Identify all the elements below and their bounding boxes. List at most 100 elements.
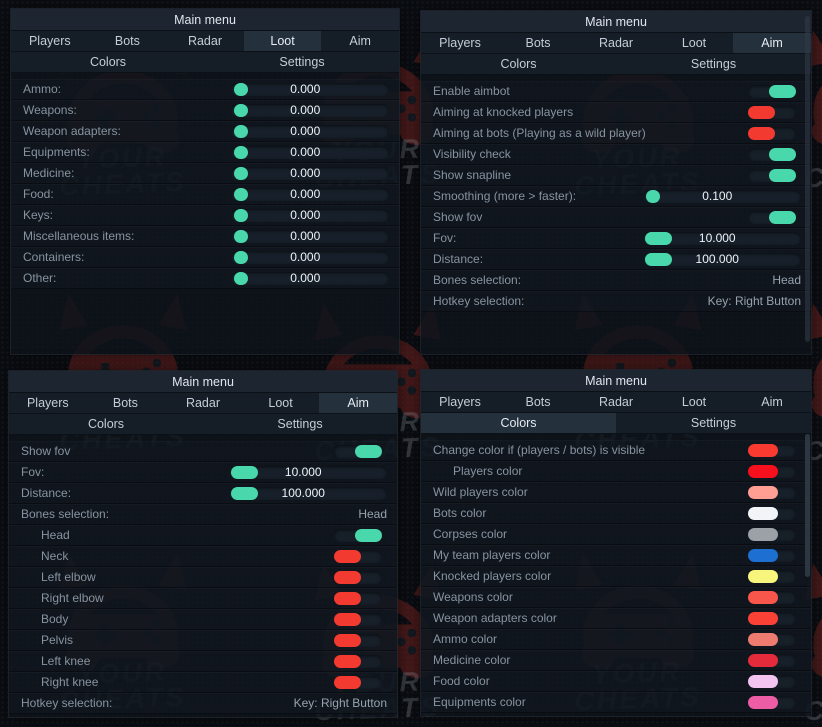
tab-players[interactable]: Players (26, 396, 69, 410)
slider-value: 0.000 (290, 144, 321, 159)
tab-radar[interactable]: Radar (598, 395, 634, 409)
slider[interactable]: 100.000 (229, 486, 387, 500)
color-swatch[interactable] (748, 674, 796, 688)
toggle-knob (769, 84, 796, 98)
slider-handle[interactable] (234, 124, 248, 138)
toggle-switch[interactable] (334, 675, 382, 689)
row-label: Show fov (433, 210, 483, 224)
color-swatch[interactable] (748, 569, 796, 583)
selected-value[interactable]: Key: Right Button (293, 696, 387, 710)
scrollbar[interactable] (805, 372, 810, 714)
color-swatch[interactable] (748, 653, 796, 667)
toggle-switch[interactable] (748, 168, 796, 182)
slider-handle[interactable] (645, 252, 672, 266)
selected-value[interactable]: Head (358, 507, 387, 521)
tab-colors[interactable]: Colors (87, 417, 125, 431)
toggle-switch[interactable] (334, 591, 382, 605)
color-swatch[interactable] (748, 464, 796, 478)
slider[interactable]: 10.000 (643, 231, 801, 245)
slider-handle[interactable] (234, 82, 248, 96)
slider[interactable]: 10.000 (229, 465, 387, 479)
slider-handle[interactable] (645, 231, 672, 245)
tab-radar[interactable]: Radar (185, 396, 220, 410)
tab-radar[interactable]: Radar (187, 34, 222, 48)
color-swatch[interactable] (748, 590, 796, 604)
row-label: Hotkey selection: (433, 294, 525, 308)
tab-settings[interactable]: Settings (277, 417, 323, 431)
toggle-switch[interactable] (334, 549, 382, 563)
tab-loot[interactable]: Loot (243, 31, 322, 51)
tab-settings[interactable]: Settings (690, 57, 737, 71)
slider[interactable]: 0.000 (231, 103, 389, 117)
tab-loot[interactable]: Loot (268, 396, 293, 410)
color-swatch[interactable] (748, 632, 796, 646)
toggle-switch[interactable] (334, 570, 382, 584)
tab-players[interactable]: Players (28, 34, 71, 48)
toggle-switch[interactable] (748, 126, 796, 140)
toggle-switch[interactable] (748, 147, 796, 161)
tab-aim[interactable]: Aim (733, 33, 811, 53)
tab-loot[interactable]: Loot (681, 36, 707, 50)
tab-settings[interactable]: Settings (690, 416, 737, 430)
tab-aim[interactable]: Aim (761, 395, 783, 409)
slider[interactable]: 100.000 (643, 252, 801, 266)
tab-colors[interactable]: Colors (500, 57, 537, 71)
scrollbar[interactable] (805, 13, 810, 352)
color-swatch[interactable] (748, 695, 796, 709)
slider[interactable]: 0.000 (231, 229, 389, 243)
color-swatch[interactable] (748, 506, 796, 520)
toggle-switch[interactable] (334, 612, 382, 626)
tab-bots[interactable]: Bots (114, 34, 140, 48)
color-swatch[interactable] (748, 611, 796, 625)
toggle-switch[interactable] (748, 84, 796, 98)
slider[interactable]: 0.000 (231, 82, 389, 96)
slider-handle[interactable] (231, 465, 258, 479)
tab-bots[interactable]: Bots (525, 36, 551, 50)
toggle-switch[interactable] (334, 444, 382, 458)
color-swatch[interactable] (748, 548, 796, 562)
row-color: Corpses color (421, 524, 811, 545)
toggle-switch[interactable] (334, 654, 382, 668)
slider-handle[interactable] (234, 229, 248, 243)
tab-settings[interactable]: Settings (279, 55, 325, 69)
tab-bots[interactable]: Bots (525, 395, 551, 409)
toggle-switch[interactable] (334, 633, 382, 647)
tab-players[interactable]: Players (439, 36, 481, 50)
scrollbar-thumb[interactable] (805, 433, 810, 578)
tab-bots[interactable]: Bots (112, 396, 138, 410)
selected-value[interactable]: Head (772, 273, 801, 287)
slider-handle[interactable] (234, 208, 248, 222)
tab-players[interactable]: Players (439, 395, 481, 409)
slider[interactable]: 0.000 (231, 187, 389, 201)
slider-handle[interactable] (234, 187, 248, 201)
slider-handle[interactable] (234, 166, 248, 180)
tab-aim[interactable]: Aim (319, 393, 397, 413)
slider-handle[interactable] (231, 486, 258, 500)
slider[interactable]: 0.000 (231, 250, 389, 264)
toggle-switch[interactable] (334, 528, 382, 542)
color-swatch[interactable] (748, 443, 796, 457)
scrollbar-thumb[interactable] (805, 16, 810, 342)
slider-handle[interactable] (234, 145, 248, 159)
slider-handle[interactable] (234, 103, 248, 117)
slider[interactable]: 0.100 (643, 189, 801, 203)
color-swatch[interactable] (748, 527, 796, 541)
slider-handle[interactable] (234, 250, 248, 264)
color-swatch[interactable] (748, 485, 796, 499)
slider[interactable]: 0.000 (231, 166, 389, 180)
slider[interactable]: 0.000 (231, 271, 389, 285)
tab-colors[interactable]: Colors (89, 55, 127, 69)
tab-aim[interactable]: Aim (349, 34, 371, 48)
slider-handle[interactable] (234, 271, 248, 285)
slider[interactable]: 0.000 (231, 208, 389, 222)
color-swatch-fill (748, 506, 778, 520)
tab-radar[interactable]: Radar (598, 36, 634, 50)
slider[interactable]: 0.000 (231, 144, 389, 159)
selected-value[interactable]: Key: Right Button (707, 294, 801, 308)
tab-loot[interactable]: Loot (681, 395, 707, 409)
toggle-switch[interactable] (748, 105, 796, 119)
slider-handle[interactable] (646, 189, 660, 203)
toggle-switch[interactable] (748, 210, 796, 224)
slider[interactable]: 0.000 (231, 124, 389, 138)
tab-colors[interactable]: Colors (421, 413, 616, 433)
